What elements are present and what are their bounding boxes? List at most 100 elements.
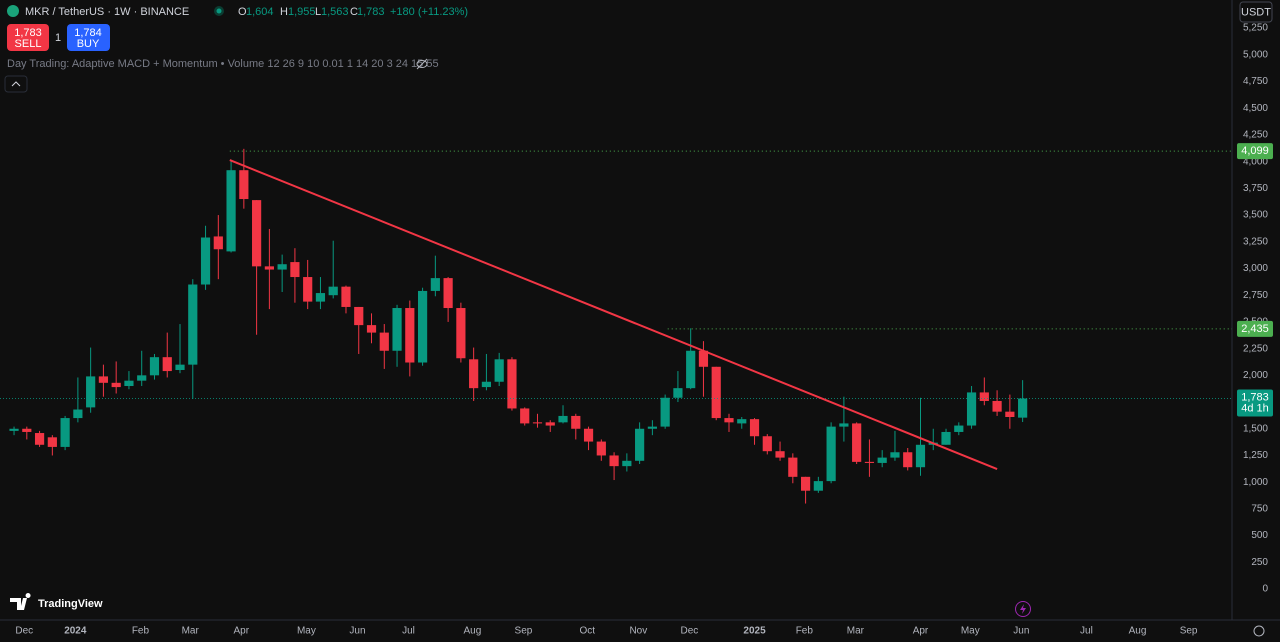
y-tick-label: 2,750: [1243, 290, 1268, 301]
candle-body: [47, 437, 57, 447]
collapse-button[interactable]: [4, 75, 28, 93]
y-tick-label: 2,000: [1243, 370, 1268, 381]
candle-body: [532, 422, 543, 424]
candle-body: [111, 382, 121, 388]
settings-icon[interactable]: [1253, 625, 1265, 637]
candle-body: [571, 415, 581, 429]
y-tick-label: 5,000: [1243, 49, 1268, 60]
candle-body: [762, 436, 772, 452]
x-tick-label: Feb: [796, 626, 814, 637]
candle-body: [788, 457, 798, 477]
hide-icon[interactable]: [416, 58, 428, 70]
candle-body: [775, 451, 785, 458]
x-tick-label: Jun: [1013, 626, 1029, 637]
candle-body: [328, 286, 338, 296]
ohlc-label: H: [280, 6, 288, 18]
price-label-box: [1237, 320, 1273, 337]
candle-body: [341, 286, 351, 307]
candle-body: [864, 461, 875, 463]
candle-body: [98, 376, 109, 383]
buy-button[interactable]: [67, 24, 110, 51]
candle-body: [9, 428, 19, 431]
candle-body: [813, 481, 823, 491]
x-tick-label: Oct: [579, 626, 595, 637]
y-tick-label: 1,000: [1243, 477, 1268, 488]
x-tick-label: Nov: [629, 626, 647, 637]
y-tick-label: 1,250: [1243, 450, 1268, 461]
y-tick-label: 3,000: [1243, 263, 1268, 274]
alert-icon: [1020, 604, 1026, 614]
sell-label: SELL: [15, 38, 42, 50]
last-price-box: [1237, 389, 1273, 417]
candle-body: [686, 350, 696, 389]
candle-body: [839, 423, 849, 427]
x-tick-label: Sep: [1180, 626, 1198, 637]
y-tick-label: 3,750: [1243, 183, 1268, 194]
y-tick-label: 4,750: [1243, 76, 1268, 87]
ohlc-change: +180 (+11.23%): [390, 6, 468, 18]
candle-body: [137, 375, 147, 381]
x-tick-label: Sep: [515, 626, 533, 637]
candle-body: [469, 359, 479, 389]
x-tick-label: Apr: [913, 626, 929, 637]
candle-body: [507, 359, 517, 409]
candle-body: [366, 325, 377, 333]
candle-body: [711, 366, 721, 419]
candle-body: [979, 392, 989, 401]
y-tick-label: 5,250: [1243, 23, 1268, 34]
ohlc-label: L: [315, 6, 321, 18]
price-label: 4,099: [1241, 145, 1269, 157]
ohlc-value: 1,955: [288, 6, 316, 18]
candle-body: [660, 397, 670, 427]
countdown: 4d 1h: [1241, 402, 1269, 414]
candle-body: [73, 409, 83, 419]
candle-body: [213, 236, 223, 250]
candle-body: [992, 400, 1002, 412]
ohlc-value: 1,604: [246, 6, 274, 18]
x-tick-label: Mar: [182, 626, 200, 637]
y-tick-label: 4,000: [1243, 156, 1268, 167]
x-tick-label: Mar: [847, 626, 865, 637]
sell-price: 1,783: [14, 27, 42, 39]
x-tick-label: May: [297, 626, 316, 637]
trendline: [229, 159, 998, 470]
candle-body: [481, 381, 492, 388]
candle-body: [647, 426, 657, 429]
candle-body: [277, 264, 287, 270]
candle-body: [877, 457, 887, 463]
x-tick-label: Dec: [15, 626, 33, 637]
x-tick-label: Apr: [234, 626, 250, 637]
last-price-label: 1,783: [1241, 391, 1269, 403]
y-tick-label: 2,250: [1243, 343, 1268, 354]
currency: USDT: [1241, 6, 1271, 18]
candle-body: [430, 278, 440, 291]
alert-icon[interactable]: [1015, 601, 1031, 617]
candle-body: [954, 425, 964, 432]
currency-button[interactable]: [1239, 1, 1273, 23]
candle-body: [149, 357, 160, 376]
symbol: MKR / TetherUS · 1W · BINANCE: [25, 6, 189, 18]
candle-body: [826, 426, 836, 482]
candle-body: [22, 428, 32, 432]
candle-body: [494, 359, 504, 382]
candle-body: [915, 444, 926, 468]
candle-body: [303, 277, 313, 302]
price-label: 2,435: [1241, 323, 1269, 335]
candle-body: [941, 431, 951, 445]
candle-body: [417, 290, 428, 363]
candle-body: [1018, 398, 1028, 418]
x-tick-label: Aug: [463, 626, 481, 637]
y-tick-label: 3,500: [1243, 210, 1268, 221]
candle-body: [966, 392, 977, 426]
y-tick-label: 4,500: [1243, 103, 1268, 114]
ohlc-value: 1,783: [357, 6, 385, 18]
candle-body: [737, 419, 747, 424]
y-tick-label: 500: [1251, 530, 1268, 541]
plot: [0, 148, 1232, 504]
sell-button[interactable]: [7, 24, 49, 51]
buy-price: 1,784: [74, 27, 102, 39]
candle-body: [724, 418, 734, 423]
candle-body: [520, 408, 530, 424]
candle-body: [635, 428, 645, 461]
